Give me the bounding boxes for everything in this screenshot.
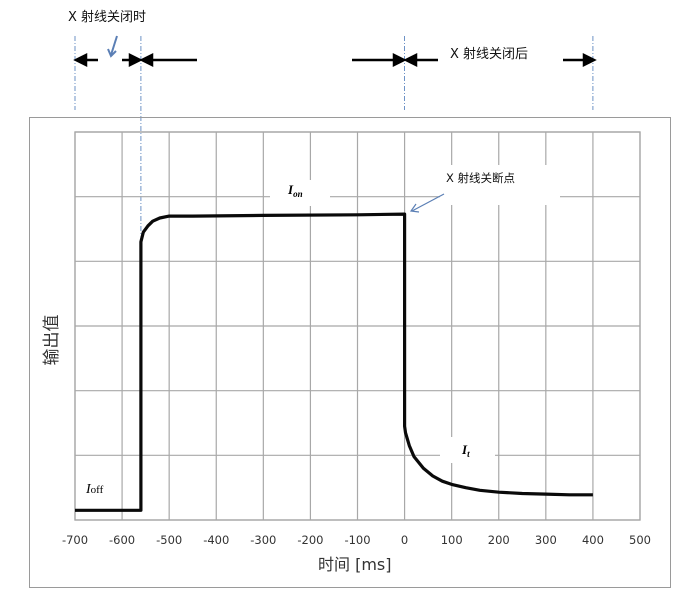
shutoff-point-label: X 射线关断点 — [446, 171, 515, 185]
arrow-left-icon — [73, 52, 88, 68]
x-tick-label: -200 — [297, 533, 323, 547]
xray-off-moment-label: X 射线关闭时 — [68, 9, 146, 25]
shutoff-arrow-icon — [409, 193, 445, 213]
x-tick-label: 300 — [535, 533, 557, 547]
arrow-right-icon — [582, 52, 597, 68]
i-off-label: Ioff — [85, 482, 104, 497]
x-tick-label: -600 — [109, 533, 135, 547]
range-arrows — [73, 52, 597, 68]
time-markers — [74, 36, 594, 255]
x-tick-label: 500 — [629, 533, 651, 547]
x-tick-labels: -700 -600 -500 -400 -300 -200 -100 0 100 200 300 40… — [62, 533, 651, 547]
x-tick-label: -700 — [62, 533, 88, 547]
down-arrow-icon — [107, 35, 118, 58]
arrow-left-icon — [139, 52, 154, 68]
arrow-right-icon — [128, 52, 143, 68]
x-tick-label: -300 — [250, 533, 276, 547]
x-tick-label: -500 — [156, 533, 182, 547]
i-t-label: It — [461, 442, 470, 459]
y-axis-label: 输出值 — [42, 315, 62, 366]
x-tick-label: 200 — [488, 533, 510, 547]
x-tick-label: -100 — [344, 533, 370, 547]
arrow-left-icon — [403, 52, 418, 68]
chart-frame — [29, 117, 671, 588]
x-tick-label: 100 — [441, 533, 463, 547]
i-on-label: Ion — [287, 182, 303, 199]
x-tick-label: 0 — [401, 533, 408, 547]
x-axis-label: 时间 [ms] — [318, 555, 392, 574]
after-xray-off-label: X 射线关闭后 — [450, 46, 528, 62]
series-line — [75, 212, 593, 512]
arrow-right-icon — [392, 52, 407, 68]
x-tick-label: 400 — [582, 533, 604, 547]
x-tick-label: -400 — [203, 533, 229, 547]
